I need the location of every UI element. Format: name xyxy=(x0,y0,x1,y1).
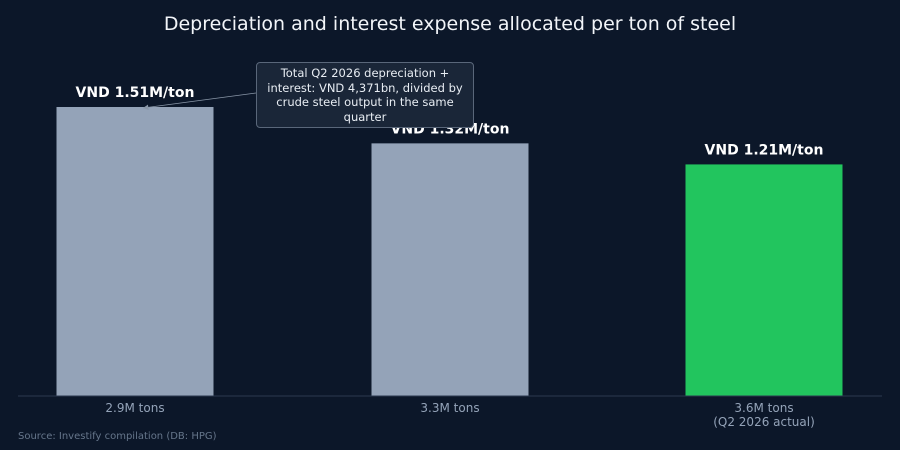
annotation-arrow-line xyxy=(142,92,257,109)
x-tick-label-2: 3.3M tons xyxy=(420,401,479,415)
bar-value-label-1: VND 1.51M/ton xyxy=(76,85,195,101)
bar-1 xyxy=(56,107,214,396)
x-tick-label-3: 3.6M tons (Q2 2026 actual) xyxy=(713,401,815,429)
chart-title: Depreciation and interest expense alloca… xyxy=(163,13,737,35)
source-note: Source: Investify compilation (DB: HPG) xyxy=(18,431,217,442)
bar-value-label-3: VND 1.21M/ton xyxy=(705,142,824,158)
bar-2 xyxy=(371,143,529,396)
annotation-box: Total Q2 2026 depreciation + interest: V… xyxy=(256,62,474,128)
bar-3 xyxy=(685,164,843,396)
x-tick-label-1: 2.9M tons xyxy=(105,401,164,415)
annotation-arrowhead xyxy=(143,104,149,110)
